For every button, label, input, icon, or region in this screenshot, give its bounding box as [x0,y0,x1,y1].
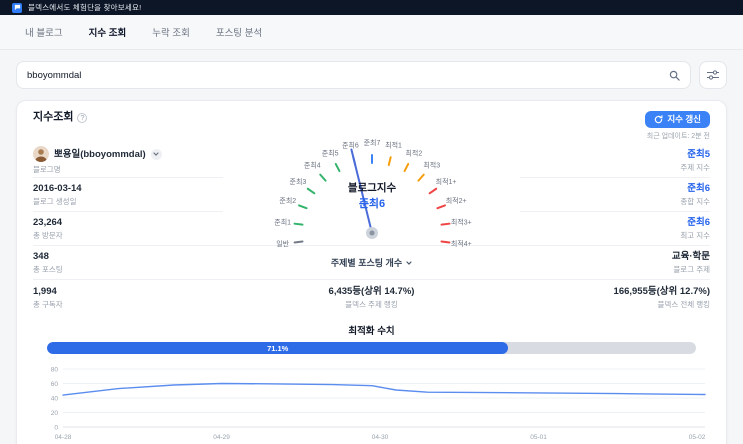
svg-text:60: 60 [51,381,59,388]
refresh-index-button[interactable]: 지수 갱신 [645,111,710,128]
refresh-icon [654,115,663,124]
best-index-value: 준최6 [687,217,710,228]
overall-rank-value: 166,955등(상위 12.7%) [613,286,710,297]
svg-text:04-30: 04-30 [372,434,389,441]
svg-text:20: 20 [51,410,59,417]
svg-text:0: 0 [54,425,58,432]
topic-rank-value: 6,435등(상위 14.7%) [328,286,415,297]
search-row [16,61,727,89]
svg-text:05-02: 05-02 [689,434,706,441]
blog-topic-value: 교육·학문 [671,251,710,262]
topic-posting-dropdown[interactable]: 주제별 포스팅 개수 [331,256,412,269]
bldex-logo-icon [12,2,22,13]
stats-grid: 뽀용일(bboyommdal) 블로그명 준최5 주제 지수 2016-03-1… [17,138,726,315]
chevron-down-icon [406,260,412,265]
tab-missing-lookup[interactable]: 누락 조회 [152,28,190,39]
svg-text:05-01: 05-01 [530,434,547,441]
tab-my-blog[interactable]: 내 블로그 [25,28,63,39]
filter-icon [707,70,719,80]
info-icon[interactable]: ? [77,112,88,123]
stat-row: 2016-03-14 블로그 생성일 준최6 종합 지수 [33,177,710,211]
promo-banner-link[interactable]: 블덱스에서도 체험단을 찾아보세요! [28,3,142,12]
stat-label: 최고 지수 [680,231,710,240]
index-lookup-panel: 지수조회 ? 지수 갱신 최근 업데이트: 2분 전 뽀용일(bboyommda… [16,100,727,444]
tab-posting-analysis[interactable]: 포스팅 분석 [215,28,263,39]
stat-row: 23,264 총 방문자 준최6 최고 지수 [33,211,710,245]
chevron-down-icon[interactable] [150,148,162,160]
tab-bar: 내 블로그 지수 조회 누락 조회 포스팅 분석 [0,15,743,50]
search-input[interactable] [27,69,669,81]
svg-text:04-29: 04-29 [213,434,230,441]
stat-row: 1,994 총 구독자 6,435등(상위 14.7%) 블덱스 주제 랭킹 1… [33,279,710,315]
panel-header: 지수조회 ? 지수 갱신 최근 업데이트: 2분 전 [17,111,726,141]
stat-label: 블로그명 [33,165,61,174]
optimization-title: 최적화 수치 [348,326,395,337]
panel-title: 지수조회 ? [33,111,88,124]
blog-created-value: 2016-03-14 [33,183,82,194]
total-subscribers-value: 1,994 [33,286,57,297]
stat-label: 종합 지수 [680,197,710,206]
optimization-percent-label: 71.1% [267,343,289,353]
stat-row: 뽀용일(bboyommdal) 블로그명 준최5 주제 지수 [33,143,710,177]
tab-index-lookup[interactable]: 지수 조회 [88,28,127,39]
top-promo-bar: 블덱스에서도 체험단을 찾아보세요! [0,0,743,15]
stat-label: 주제 지수 [680,162,710,172]
last-updated-text: 최근 업데이트: 2분 전 [646,133,710,140]
refresh-button-label: 지수 갱신 [667,114,701,124]
stat-label: 블덱스 주제 랭킹 [345,300,398,309]
svg-text:80: 80 [51,367,59,374]
optimization-fill: 71.1% [47,342,509,354]
stat-label: 블덱스 전체 랭킹 [657,300,710,309]
overall-index-value: 준최6 [687,183,710,194]
stat-label: 블로그 주제 [673,265,710,274]
stat-label: 총 방문자 [33,231,63,240]
search-box [16,61,691,89]
svg-text:04-28: 04-28 [55,434,72,441]
blog-name: 뽀용일(bboyommdal) [54,148,146,160]
stat-label: 총 구독자 [33,300,63,309]
stat-label: 총 포스팅 [33,265,63,274]
svg-text:40: 40 [51,396,59,403]
search-icon[interactable] [669,70,680,81]
topic-index-value: 준최5 [687,148,710,160]
panel-title-text: 지수조회 [33,111,74,123]
total-posts-value: 348 [33,251,49,262]
index-trend-chart: 0 20 40 60 80 04-28 04-29 04-30 05-01 05-02 [51,367,706,442]
total-visitors-value: 23,264 [33,217,63,228]
optimization-bar: 71.1% [47,342,696,354]
dropdown-label: 주제별 포스팅 개수 [330,258,403,268]
filter-button[interactable] [699,61,727,89]
stat-label: 블로그 생성일 [33,197,77,206]
avatar [33,146,49,162]
stat-row: 348 총 포스팅 주제별 포스팅 개수 교육·학문 블로그 주제 [33,245,710,279]
